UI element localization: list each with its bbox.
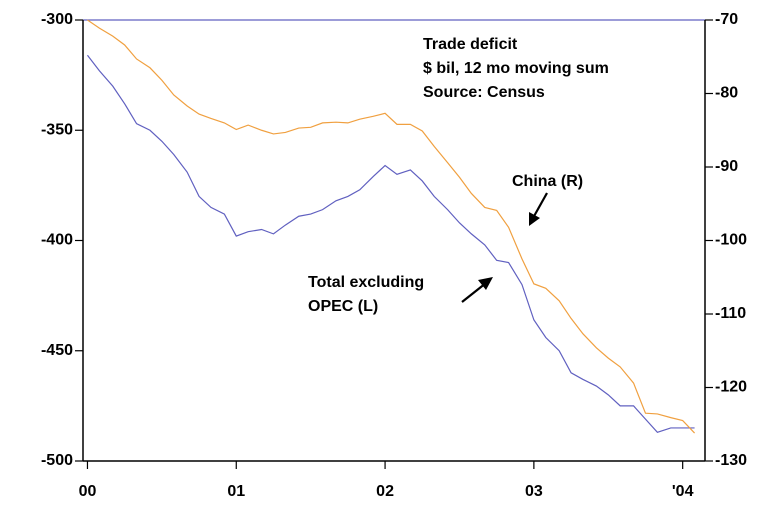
y-tick-label: -400 [41,232,73,249]
y2-tick-label: -120 [715,379,747,396]
y-tick-label: -350 [41,121,73,138]
annotation: OPEC (L) [308,298,378,315]
y-tick-label: -300 [41,11,73,28]
annotation: Total excluding [308,274,424,291]
y2-tick-label: -130 [715,452,747,469]
annotation: China (R) [512,173,583,190]
annotation: Source: Census [423,84,545,101]
annotation: $ bil, 12 mo moving sum [423,60,609,77]
x-tick-label: 00 [79,483,97,500]
annotation: Trade deficit [423,36,518,53]
y2-tick-label: -100 [715,232,747,249]
x-tick-label: '04 [672,483,694,500]
y2-tick-label: -90 [715,158,738,175]
x-tick-label: 02 [376,483,394,500]
y2-tick-label: -70 [715,11,738,28]
y2-tick-label: -110 [715,305,746,322]
y2-tick-label: -80 [715,85,738,102]
y-tick-label: -500 [41,452,73,469]
x-tick-label: 01 [227,483,245,500]
arrows [461,192,548,303]
x-tick-label: 03 [525,483,543,500]
series-line [87,19,696,434]
y-tick-label: -450 [41,342,73,359]
series-line [86,54,695,434]
